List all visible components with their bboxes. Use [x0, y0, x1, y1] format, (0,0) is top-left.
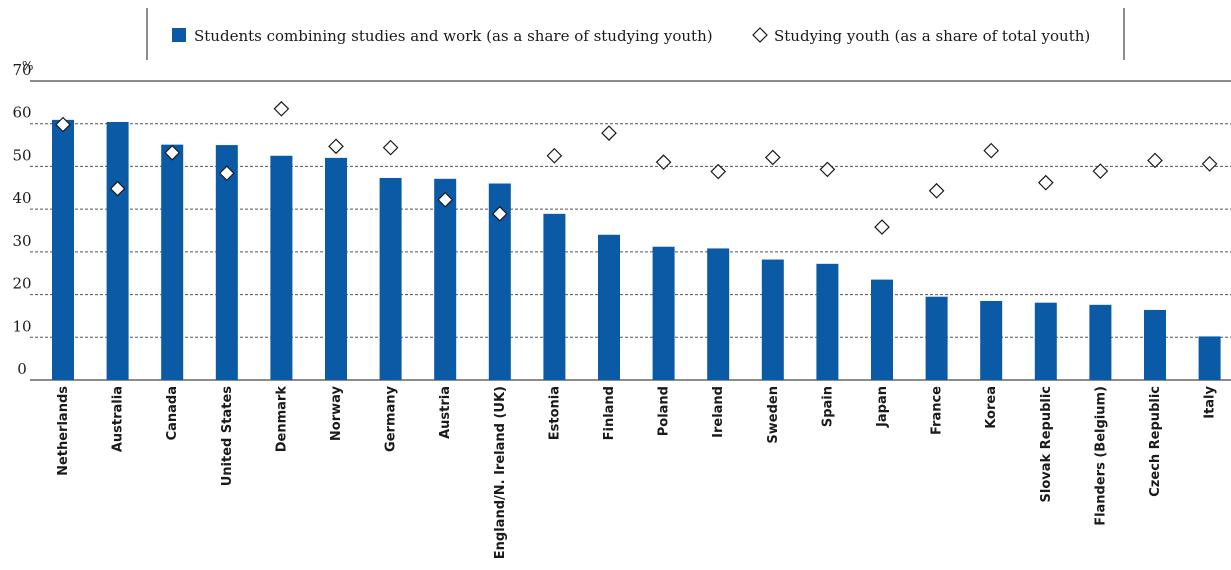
- x-axis-labels: Netherlands Australia Canada United States D…: [56, 385, 1218, 559]
- category-label: England/N. Ireland (UK): [493, 386, 508, 559]
- bar: [980, 300, 1003, 380]
- bar: [270, 155, 293, 380]
- category-label: Germany: [384, 385, 399, 451]
- bar: [161, 144, 184, 380]
- category-label: Spain: [820, 386, 835, 427]
- bar: [652, 246, 675, 380]
- marker: [874, 219, 890, 235]
- bar: [215, 145, 238, 380]
- marker: [655, 154, 672, 171]
- category-label: Denmark: [274, 386, 289, 453]
- category-label: Korea: [984, 386, 999, 429]
- bar: [379, 177, 402, 380]
- bar: [52, 119, 74, 381]
- category-label: Japan: [875, 386, 890, 428]
- bar: [488, 183, 511, 380]
- legend-bar-label: Students combining studies and work (as …: [194, 27, 713, 45]
- bar: [1089, 304, 1112, 380]
- marker: [382, 139, 399, 156]
- legend: Students combining studies and work (as …: [146, 8, 1125, 60]
- category-label: Austria: [438, 386, 453, 439]
- marker: [1037, 174, 1054, 191]
- marker: [55, 116, 71, 133]
- bar: [1034, 302, 1057, 380]
- category-label: Finland: [602, 386, 617, 440]
- category-label: Czech Republic: [1148, 386, 1163, 497]
- y-axis-ticks: 70 60 50 40 30 20 10 0: [12, 61, 31, 378]
- bar: [761, 259, 784, 380]
- y-unit-label: %: [22, 59, 33, 73]
- category-label: Australia: [111, 386, 126, 452]
- y-tick-label: 50: [12, 146, 31, 164]
- legend-marker-swatch: [752, 27, 768, 43]
- marker: [164, 144, 181, 161]
- marker: [819, 161, 836, 178]
- bar: [925, 296, 948, 380]
- y-tick-label: 30: [12, 232, 31, 250]
- category-label: Netherlands: [56, 386, 71, 476]
- bar: [1198, 336, 1221, 380]
- category-label: Norway: [329, 385, 344, 441]
- category-label: Ireland: [711, 386, 726, 438]
- y-tick-label: 60: [12, 104, 31, 122]
- marker: [601, 125, 617, 141]
- marker: [1201, 156, 1218, 172]
- marker: [546, 147, 563, 164]
- bar: [106, 122, 129, 381]
- marker: [764, 149, 781, 166]
- bar: [1144, 309, 1166, 380]
- y-tick-label: 10: [12, 317, 31, 335]
- bars: [52, 119, 1221, 381]
- marker: [491, 205, 508, 222]
- marker: [273, 100, 290, 117]
- bar: [816, 263, 839, 380]
- y-tick-label: 70: [12, 61, 31, 79]
- marker: [218, 165, 235, 182]
- y-tick-label: 40: [12, 189, 31, 207]
- markers: [55, 100, 1218, 235]
- marker: [328, 138, 344, 155]
- marker: [1147, 152, 1163, 169]
- category-label: Estonia: [547, 386, 562, 440]
- marker: [983, 142, 1000, 159]
- bar: [598, 234, 620, 380]
- bar: [707, 248, 730, 380]
- category-label: Slovak Republic: [1039, 386, 1054, 502]
- marker: [1092, 163, 1109, 179]
- legend-bar-swatch: [172, 28, 186, 42]
- y-tick-label: 20: [12, 275, 31, 293]
- bar: [434, 178, 457, 380]
- bar: [543, 213, 566, 380]
- legend-marker-label: Studying youth (as a share of total yout…: [774, 27, 1090, 45]
- marker: [710, 163, 727, 180]
- category-label: France: [930, 386, 945, 435]
- y-tick-label: 0: [17, 360, 27, 378]
- marker: [928, 182, 945, 199]
- marker: [437, 191, 454, 208]
- category-label: Poland: [657, 386, 672, 436]
- category-label: Flanders (Belgium): [1093, 386, 1108, 526]
- bar: [871, 279, 893, 380]
- category-label: Canada: [165, 386, 180, 440]
- category-label: Italy: [1203, 385, 1218, 418]
- bar: [325, 157, 347, 380]
- marker: [109, 180, 126, 197]
- category-label: United States: [220, 386, 235, 487]
- category-label: Sweden: [766, 386, 781, 444]
